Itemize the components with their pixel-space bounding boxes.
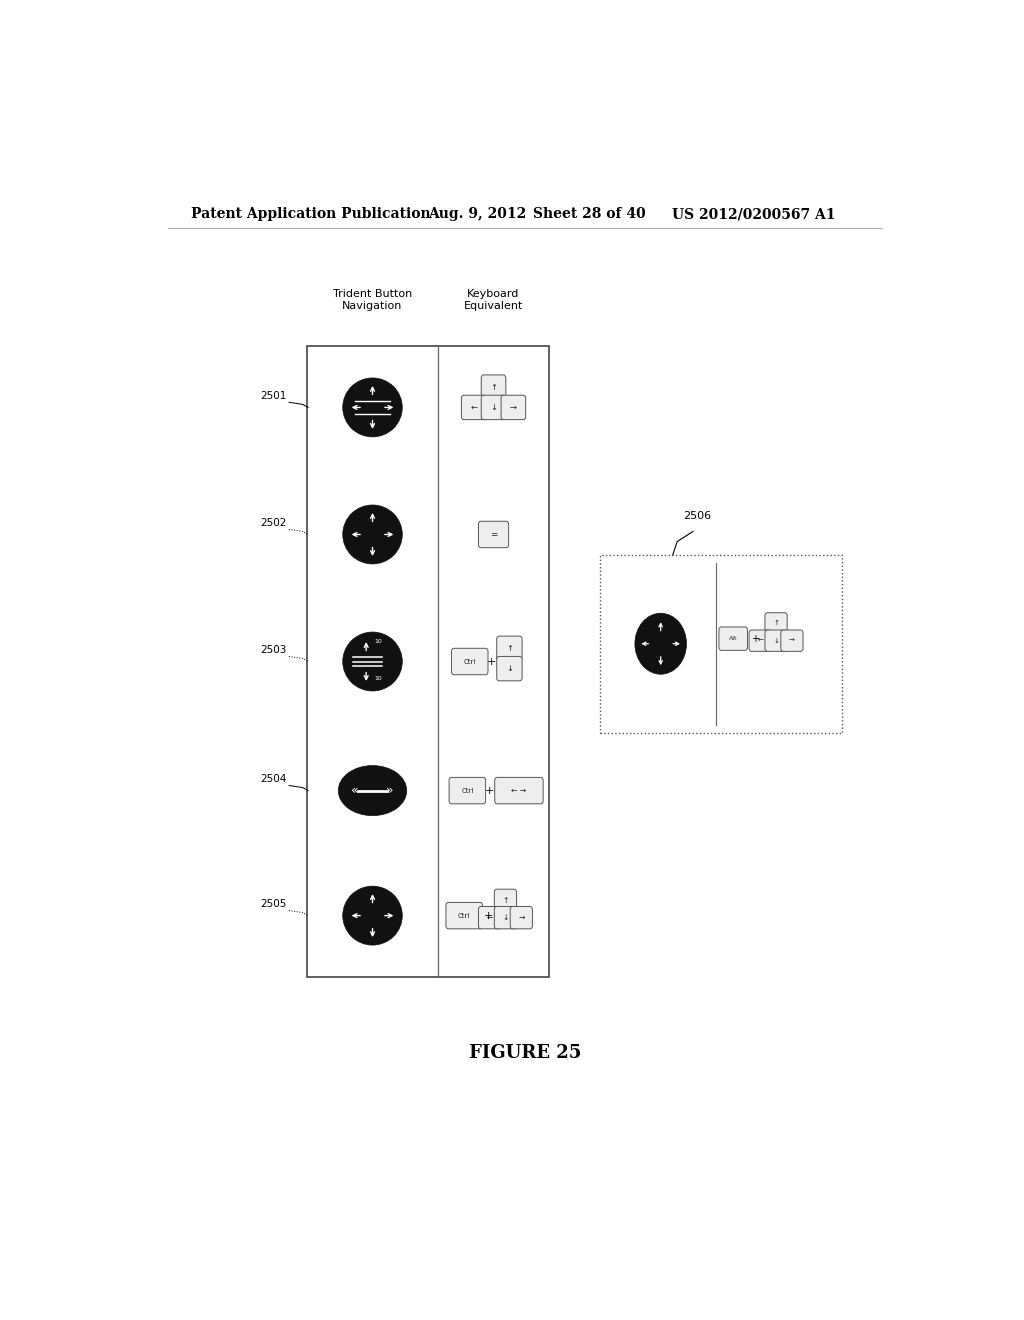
FancyBboxPatch shape bbox=[481, 375, 506, 399]
FancyBboxPatch shape bbox=[495, 907, 516, 929]
Text: ↑: ↑ bbox=[502, 896, 509, 906]
Text: 2506: 2506 bbox=[683, 511, 711, 521]
Text: +: + bbox=[751, 634, 759, 644]
Text: 2503: 2503 bbox=[260, 645, 287, 656]
Text: 2504: 2504 bbox=[260, 775, 287, 784]
Text: FIGURE 25: FIGURE 25 bbox=[469, 1044, 581, 1061]
Text: Ctrl: Ctrl bbox=[464, 659, 476, 664]
FancyBboxPatch shape bbox=[781, 630, 803, 651]
FancyBboxPatch shape bbox=[600, 554, 842, 733]
Text: →: → bbox=[518, 913, 524, 923]
Text: ←: ← bbox=[470, 403, 477, 412]
FancyBboxPatch shape bbox=[510, 907, 532, 929]
Text: 10: 10 bbox=[374, 676, 382, 681]
FancyBboxPatch shape bbox=[478, 521, 509, 548]
Text: Alt: Alt bbox=[729, 636, 737, 642]
Text: US 2012/0200567 A1: US 2012/0200567 A1 bbox=[672, 207, 836, 222]
Text: ↑: ↑ bbox=[490, 383, 497, 392]
Text: =: = bbox=[489, 529, 498, 539]
Text: ↑: ↑ bbox=[773, 620, 779, 627]
Ellipse shape bbox=[343, 378, 402, 437]
FancyBboxPatch shape bbox=[306, 346, 549, 977]
Text: ↓: ↓ bbox=[490, 403, 497, 412]
FancyBboxPatch shape bbox=[765, 630, 787, 651]
Text: →: → bbox=[788, 638, 795, 644]
Text: ↓: ↓ bbox=[506, 664, 513, 673]
Ellipse shape bbox=[343, 632, 402, 690]
FancyBboxPatch shape bbox=[497, 636, 522, 660]
Ellipse shape bbox=[343, 506, 402, 564]
Text: Keyboard
Equivalent: Keyboard Equivalent bbox=[464, 289, 523, 312]
FancyBboxPatch shape bbox=[719, 627, 748, 651]
FancyBboxPatch shape bbox=[462, 395, 486, 420]
Text: ↑: ↑ bbox=[506, 644, 513, 653]
Text: Patent Application Publication: Patent Application Publication bbox=[191, 207, 431, 222]
Text: Ctrl: Ctrl bbox=[458, 912, 470, 919]
FancyBboxPatch shape bbox=[750, 630, 771, 651]
Ellipse shape bbox=[338, 766, 407, 816]
FancyBboxPatch shape bbox=[495, 777, 543, 804]
Ellipse shape bbox=[635, 614, 686, 675]
Text: →: → bbox=[510, 403, 517, 412]
Text: 2505: 2505 bbox=[260, 899, 287, 909]
FancyBboxPatch shape bbox=[501, 395, 525, 420]
Text: Aug. 9, 2012: Aug. 9, 2012 bbox=[428, 207, 526, 222]
FancyBboxPatch shape bbox=[765, 612, 787, 634]
Text: 2501: 2501 bbox=[260, 391, 287, 401]
Text: ↓: ↓ bbox=[773, 638, 779, 644]
FancyBboxPatch shape bbox=[495, 890, 516, 912]
Text: ←: ← bbox=[757, 638, 763, 644]
Text: Sheet 28 of 40: Sheet 28 of 40 bbox=[532, 207, 645, 222]
Text: +: + bbox=[486, 656, 496, 667]
Text: 10: 10 bbox=[374, 639, 382, 644]
Text: «: « bbox=[351, 784, 358, 797]
Text: Ctrl: Ctrl bbox=[461, 788, 473, 793]
Text: +: + bbox=[485, 785, 495, 796]
Text: ← →: ← → bbox=[511, 787, 526, 795]
Text: »: » bbox=[386, 784, 394, 797]
Text: Trident Button
Navigation: Trident Button Navigation bbox=[333, 289, 412, 312]
FancyBboxPatch shape bbox=[452, 648, 488, 675]
Text: +: + bbox=[483, 911, 493, 920]
Ellipse shape bbox=[343, 886, 402, 945]
FancyBboxPatch shape bbox=[445, 903, 482, 929]
FancyBboxPatch shape bbox=[450, 777, 485, 804]
Text: ←: ← bbox=[486, 913, 493, 923]
Text: 2502: 2502 bbox=[260, 519, 287, 528]
FancyBboxPatch shape bbox=[481, 395, 506, 420]
Text: ↓: ↓ bbox=[502, 913, 509, 923]
FancyBboxPatch shape bbox=[497, 656, 522, 681]
FancyBboxPatch shape bbox=[478, 907, 501, 929]
